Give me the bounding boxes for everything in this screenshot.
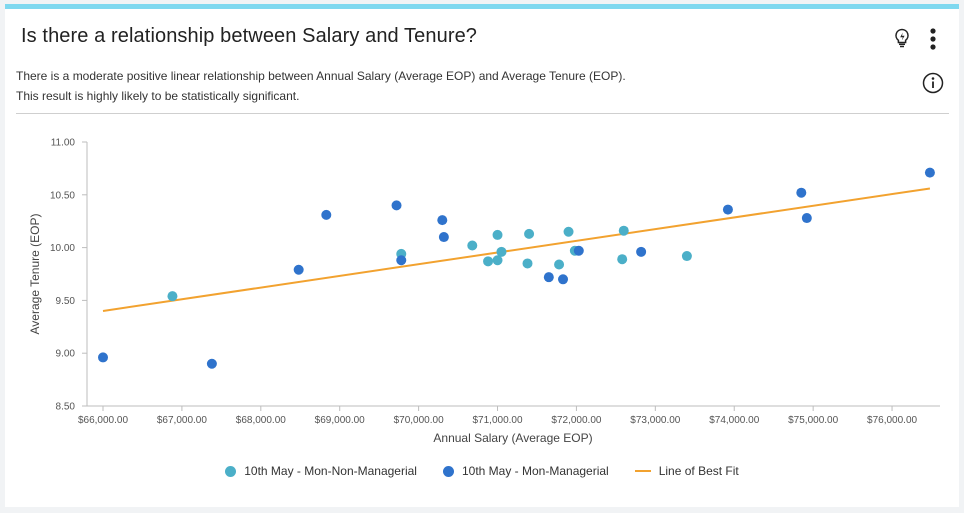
legend-swatch-best-fit bbox=[634, 470, 651, 472]
y-tick-label: 11.00 bbox=[51, 138, 76, 149]
data-point-non-managerial bbox=[524, 228, 535, 239]
significance-note: This result is highly likely to be stati… bbox=[16, 89, 300, 103]
data-point-managerial bbox=[573, 245, 584, 256]
data-point-managerial bbox=[206, 358, 217, 369]
data-point-managerial bbox=[438, 232, 449, 243]
data-point-non-managerial bbox=[617, 254, 628, 265]
legend-swatch-non-managerial bbox=[225, 465, 237, 477]
data-point-managerial bbox=[801, 213, 812, 224]
scatter-chart: 8.50 9.00 9.50 10.00 10.50 11.00 $66,000.00 $67… bbox=[28, 138, 940, 445]
x-tick-label: $74,000.00 bbox=[709, 415, 759, 426]
data-point-non-managerial bbox=[522, 258, 533, 269]
x-tick-label: $73,000.00 bbox=[630, 415, 680, 426]
legend-swatch-managerial bbox=[442, 465, 454, 477]
lightbulb-icon[interactable] bbox=[891, 27, 913, 49]
y-tick-label: 10.00 bbox=[50, 243, 75, 254]
data-point-non-managerial bbox=[492, 255, 503, 266]
card-title: Is there a relationship between Salary a… bbox=[21, 25, 478, 47]
legend-item-managerial[interactable]: 10th May - Mon-Managerial bbox=[442, 464, 609, 478]
x-tick-label: $72,000.00 bbox=[551, 415, 601, 426]
data-point-non-managerial bbox=[681, 251, 692, 262]
data-point-managerial bbox=[924, 167, 935, 178]
more-vertical-icon[interactable] bbox=[923, 27, 943, 51]
data-point-non-managerial bbox=[467, 240, 478, 251]
data-point-managerial bbox=[543, 272, 554, 283]
data-point-managerial bbox=[396, 255, 407, 266]
data-point-managerial bbox=[98, 352, 108, 363]
info-icon[interactable] bbox=[921, 71, 945, 95]
y-tick-label: 9.50 bbox=[56, 296, 76, 307]
data-point-non-managerial bbox=[492, 229, 503, 240]
data-point-managerial bbox=[391, 200, 402, 211]
x-tick-label: $75,000.00 bbox=[788, 415, 838, 426]
x-tick-label: $76,000.00 bbox=[867, 415, 917, 426]
x-tick-label: $69,000.00 bbox=[315, 415, 365, 426]
data-point-non-managerial bbox=[496, 246, 507, 257]
data-point-managerial bbox=[437, 215, 448, 226]
x-tick-label: $68,000.00 bbox=[236, 415, 286, 426]
header-divider bbox=[16, 113, 949, 114]
data-point-non-managerial bbox=[618, 225, 629, 236]
data-point-managerial bbox=[558, 274, 569, 285]
y-axis-title: Average Tenure (EOP) bbox=[28, 214, 42, 335]
chart-legend: 10th May - Mon-Non-Managerial 10th May -… bbox=[5, 464, 959, 478]
data-point-non-managerial bbox=[563, 226, 574, 237]
legend-label-managerial: 10th May - Mon-Managerial bbox=[461, 464, 609, 478]
data-point-managerial bbox=[636, 246, 647, 257]
chart-card: Is there a relationship between Salary a… bbox=[5, 4, 959, 507]
x-tick-label: $70,000.00 bbox=[394, 415, 444, 426]
x-tick-label: $66,000.00 bbox=[78, 415, 128, 426]
legend-label-best-fit: Line of Best Fit bbox=[658, 464, 739, 478]
result-description: There is a moderate positive linear rela… bbox=[16, 69, 626, 83]
x-axis-title: Annual Salary (Average EOP) bbox=[433, 431, 592, 445]
x-tick-label: $67,000.00 bbox=[157, 415, 207, 426]
best-fit-line bbox=[102, 187, 931, 312]
y-tick-label: 10.50 bbox=[50, 190, 75, 201]
data-point-managerial bbox=[321, 209, 332, 220]
legend-label-non-managerial: 10th May - Mon-Non-Managerial bbox=[244, 464, 417, 478]
data-point-non-managerial bbox=[167, 291, 178, 302]
data-point-non-managerial bbox=[554, 259, 565, 270]
data-point-managerial bbox=[722, 204, 733, 215]
legend-item-non-managerial[interactable]: 10th May - Mon-Non-Managerial bbox=[225, 464, 417, 478]
data-point-managerial bbox=[293, 264, 304, 275]
data-point-non-managerial bbox=[483, 256, 494, 267]
legend-item-best-fit[interactable]: Line of Best Fit bbox=[634, 464, 739, 478]
y-tick-label: 9.00 bbox=[56, 349, 76, 360]
data-point-managerial bbox=[796, 187, 807, 198]
x-tick-label: $71,000.00 bbox=[472, 415, 522, 426]
y-tick-label: 8.50 bbox=[56, 402, 76, 413]
